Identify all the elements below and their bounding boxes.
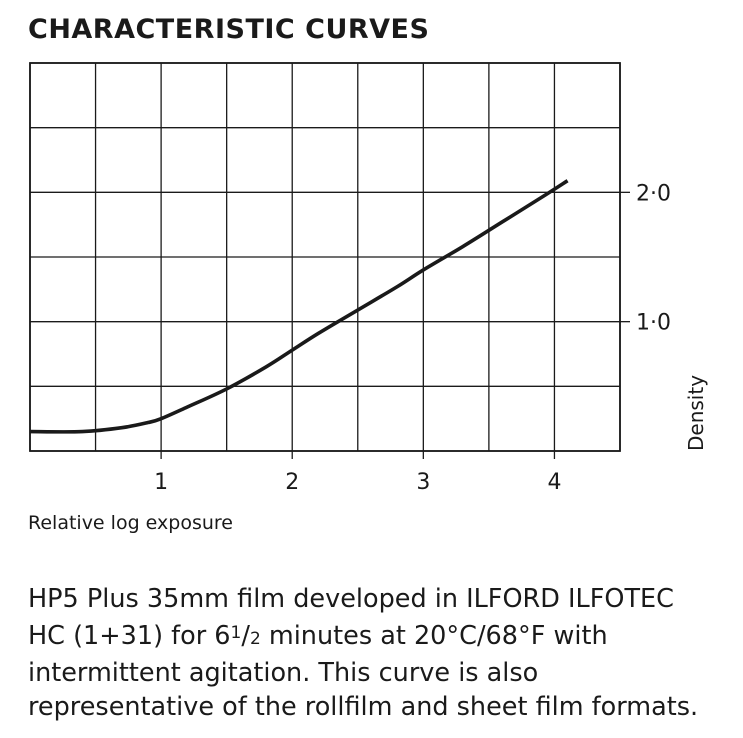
- x-tick-label: 3: [416, 470, 430, 495]
- x-tick-label: 1: [154, 470, 168, 495]
- plot-frame: [29, 62, 621, 452]
- x-tick-label: 4: [547, 470, 561, 495]
- characteristic-curve-chart: 1 2 3 4 2·0 1·0 Density: [29, 62, 708, 495]
- characteristic-curve-line: [29, 179, 569, 434]
- chart-title: CHARACTERISTIC CURVES: [28, 14, 430, 45]
- caption-line-4: representative of the rollfilm and sheet…: [28, 692, 699, 722]
- x-axis-label: Relative log exposure: [28, 512, 233, 534]
- x-tick-label: 2: [285, 470, 299, 495]
- caption-line-2: HC (1+31) for 61/2 minutes at 20°C/68°F …: [28, 616, 728, 656]
- tick-labels: 1 2 3 4 2·0 1·0: [154, 181, 671, 495]
- y-tick-label: 1·0: [636, 311, 671, 336]
- caption-line-1: HP5 Plus 35mm film developed in ILFORD I…: [28, 584, 674, 614]
- fraction-denominator: 2: [249, 629, 261, 649]
- curve-layer: [29, 179, 569, 434]
- fraction-slash: /: [241, 621, 250, 651]
- caption: HP5 Plus 35mm film developed in ILFORD I…: [28, 582, 728, 724]
- caption-line-2-end: minutes at 20°C/68°F with: [260, 621, 608, 651]
- grid: [29, 62, 621, 452]
- y-tick-label: 2·0: [636, 181, 671, 206]
- caption-line-3: intermittent agitation. This curve is al…: [28, 658, 539, 688]
- caption-line-2-start: HC (1+31) for 6: [28, 621, 231, 651]
- fraction-numerator: 1: [230, 623, 242, 643]
- y-axis-label: Density: [684, 375, 708, 451]
